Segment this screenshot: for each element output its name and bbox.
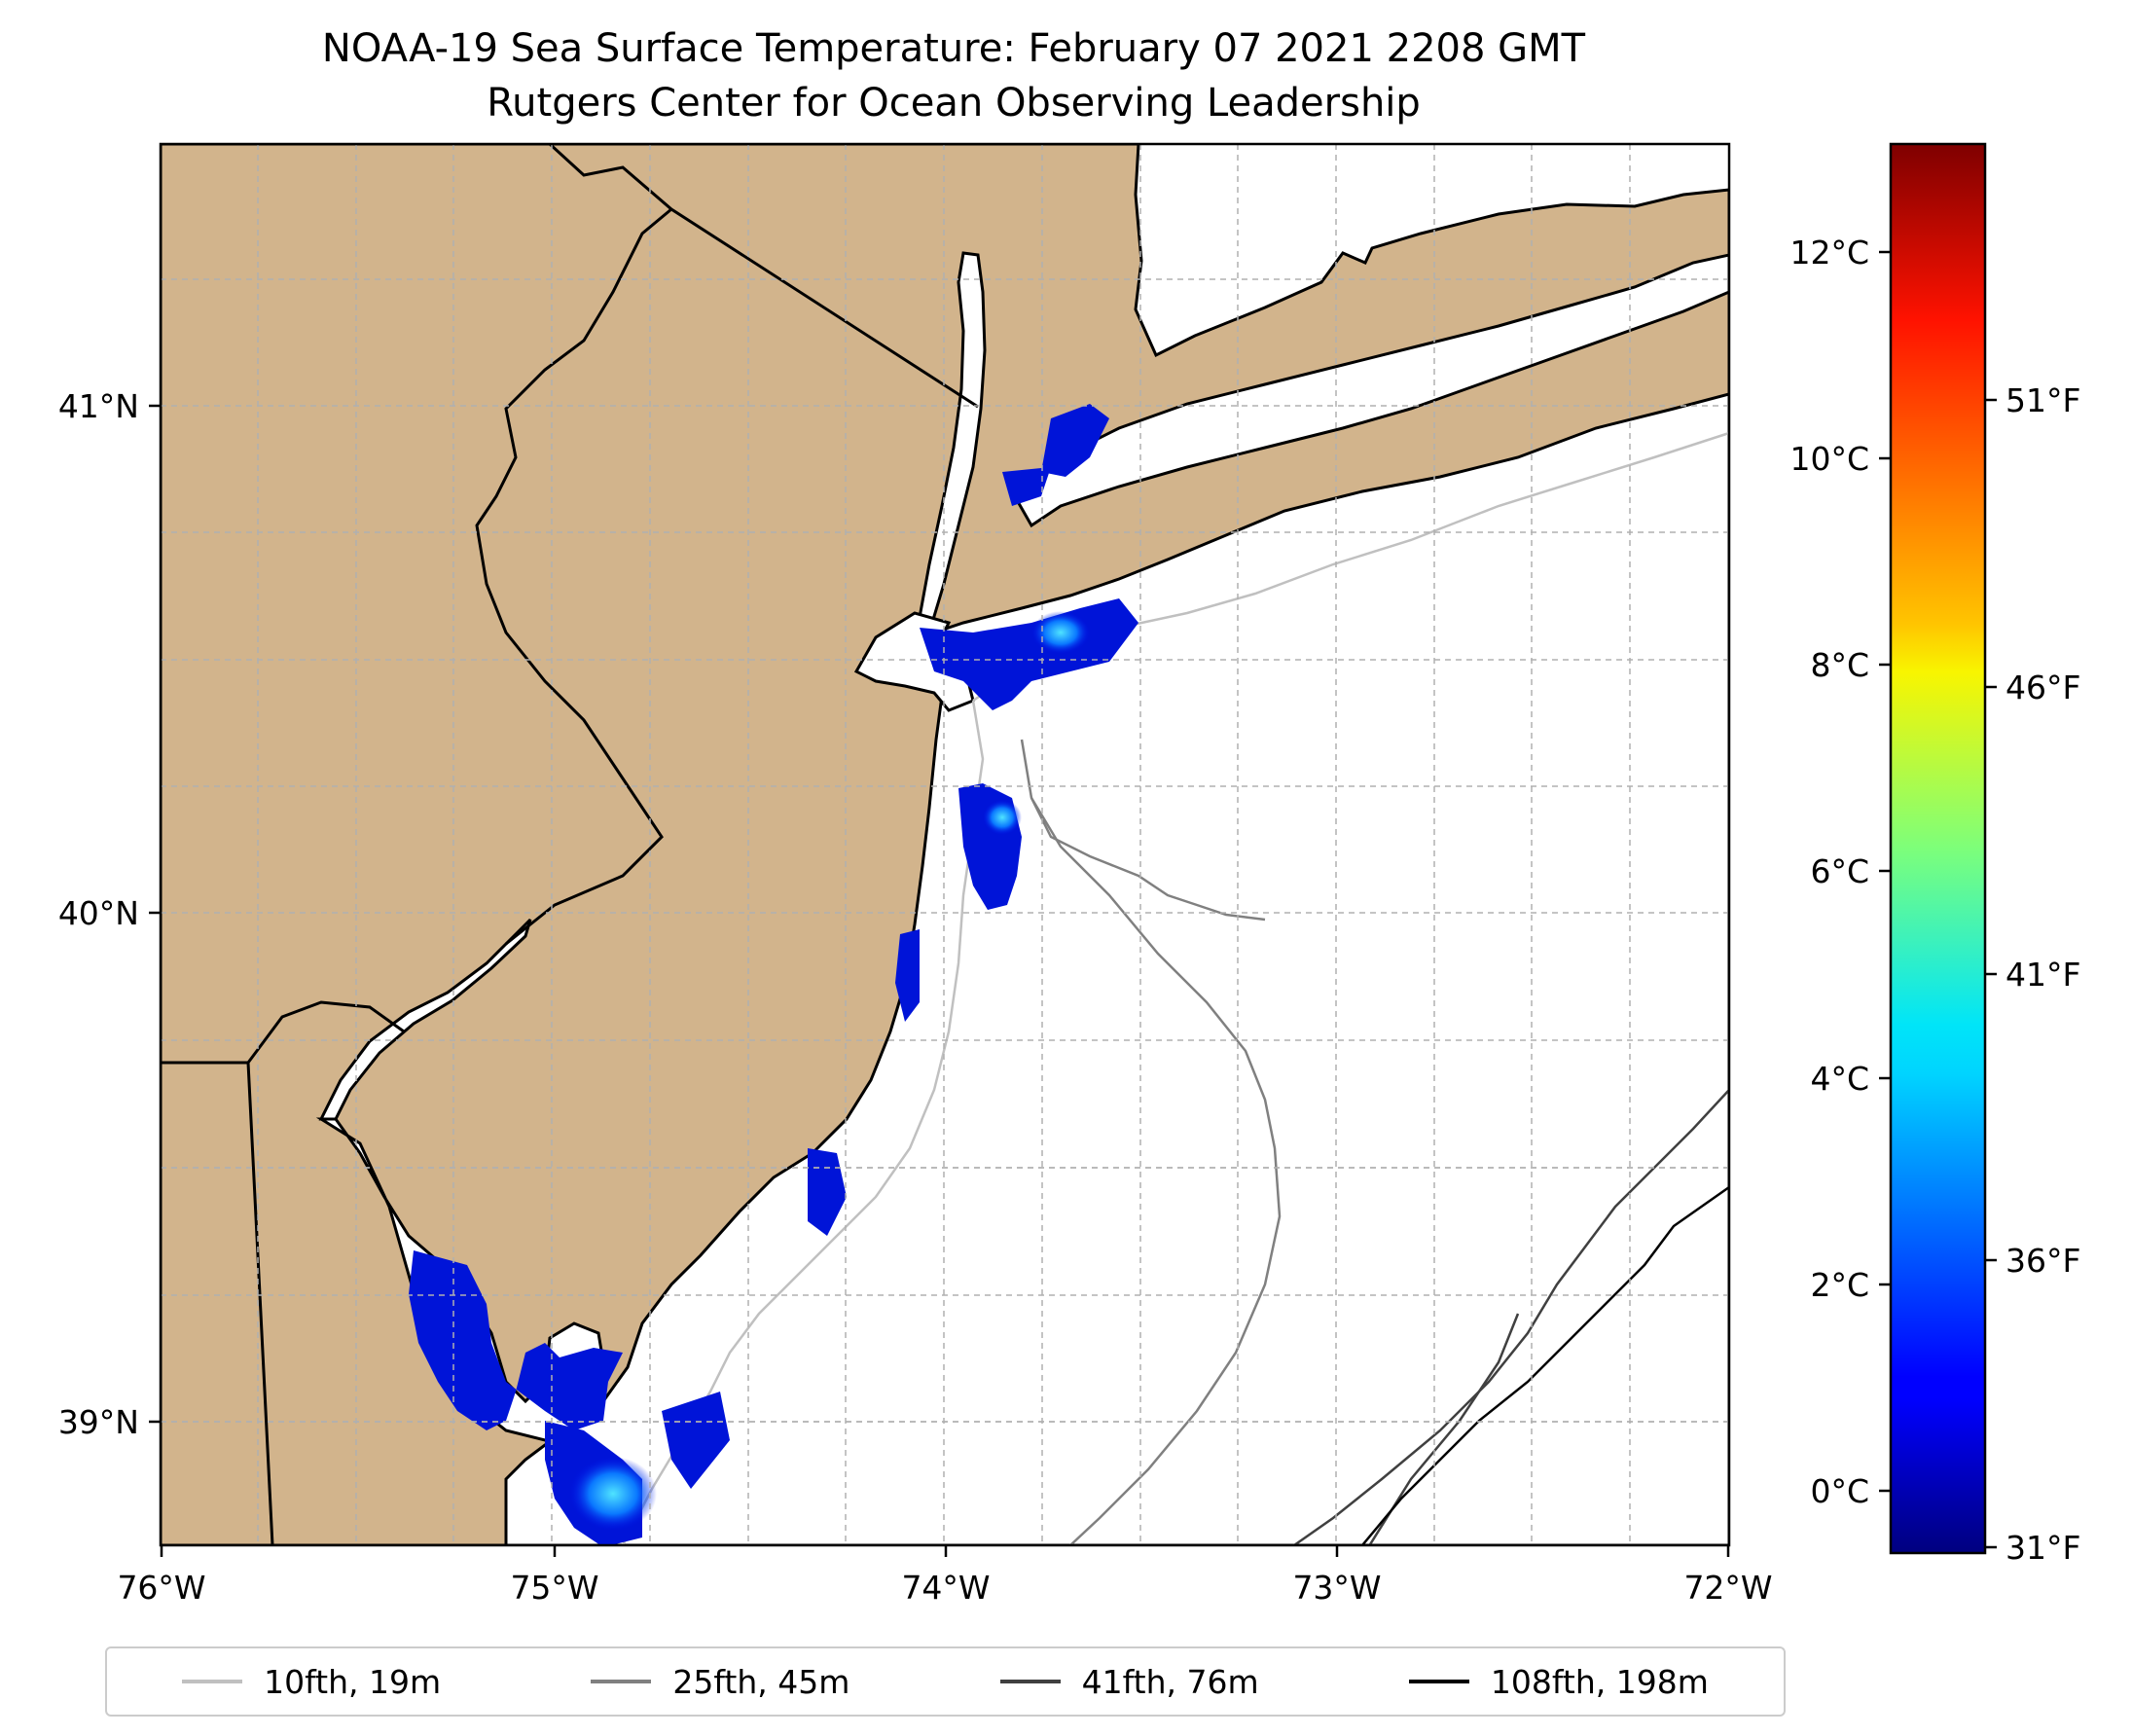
colorbar-fahrenheit-label: 41°F [2006,956,2080,994]
legend-label: 41fth, 76m [1081,1662,1259,1701]
sst-warm-spot-delaware [569,1457,657,1531]
lon-tick-label: 76°W [117,1569,205,1607]
lon-tick-label: 73°W [1292,1569,1381,1607]
legend-item-41fth: 41fth, 76m [999,1662,1259,1701]
colorbar-celsius-label: 6°C [1810,852,1869,890]
axis-ticks [149,404,1730,1557]
colorbar-celsius-label: 10°C [1789,440,1869,478]
lat-tick-label: 39°N [58,1403,139,1441]
sst-warm-spot-ny-bight [1031,611,1090,654]
contour-108fth [1361,1185,1729,1545]
colorbar-celsius-label: 12°C [1789,234,1869,271]
colorbar-ticks [1879,250,1997,1549]
contour-25fth [1020,739,1282,1545]
colorbar-celsius-label: 4°C [1810,1060,1869,1098]
colorbar-celsius-label: 0°C [1810,1472,1869,1510]
legend-label: 108fth, 198m [1490,1662,1709,1701]
legend-line-swatch [1408,1680,1469,1683]
legend-line-swatch [591,1680,652,1683]
state-borders [161,144,979,1545]
gridlines [161,144,1729,1545]
legend-label: 10fth, 19m [264,1662,442,1701]
lat-tick-label: 40°N [58,894,139,932]
legend-label: 25fth, 45m [672,1662,850,1701]
sst-warm-spot-jersey [983,800,1022,835]
colorbar-celsius-label: 2°C [1810,1266,1869,1304]
colorbar-fahrenheit-label: 36°F [2006,1242,2080,1280]
colorbar-fahrenheit-label: 46°F [2006,669,2080,706]
lon-tick-label: 74°W [901,1569,990,1607]
colorbar-fahrenheit-label: 31°F [2006,1529,2080,1567]
colorbar [1889,142,1987,1555]
legend-item-25fth: 25fth, 45m [591,1663,849,1701]
map-title: NOAA-19 Sea Surface Temperature: Februar… [321,26,1586,71]
legend-line-swatch [999,1680,1061,1683]
legend-line-swatch [182,1680,243,1683]
lat-tick-label: 41°N [58,387,139,425]
colorbar-fahrenheit-label: 51°F [2006,381,2080,419]
long-island-sound [1010,253,1729,528]
lon-tick-label: 72°W [1683,1569,1772,1607]
lon-tick-label: 75°W [510,1569,598,1607]
map-subtitle: Rutgers Center for Ocean Observing Leade… [487,81,1421,126]
contour-legend: 10fth, 19m 25fth, 45m 41fth, 76m 108fth,… [105,1646,1786,1717]
legend-item-10fth: 10fth, 19m [182,1663,441,1701]
colorbar-celsius-label: 8°C [1810,646,1869,684]
legend-item-108fth: 108fth, 198m [1408,1662,1709,1701]
